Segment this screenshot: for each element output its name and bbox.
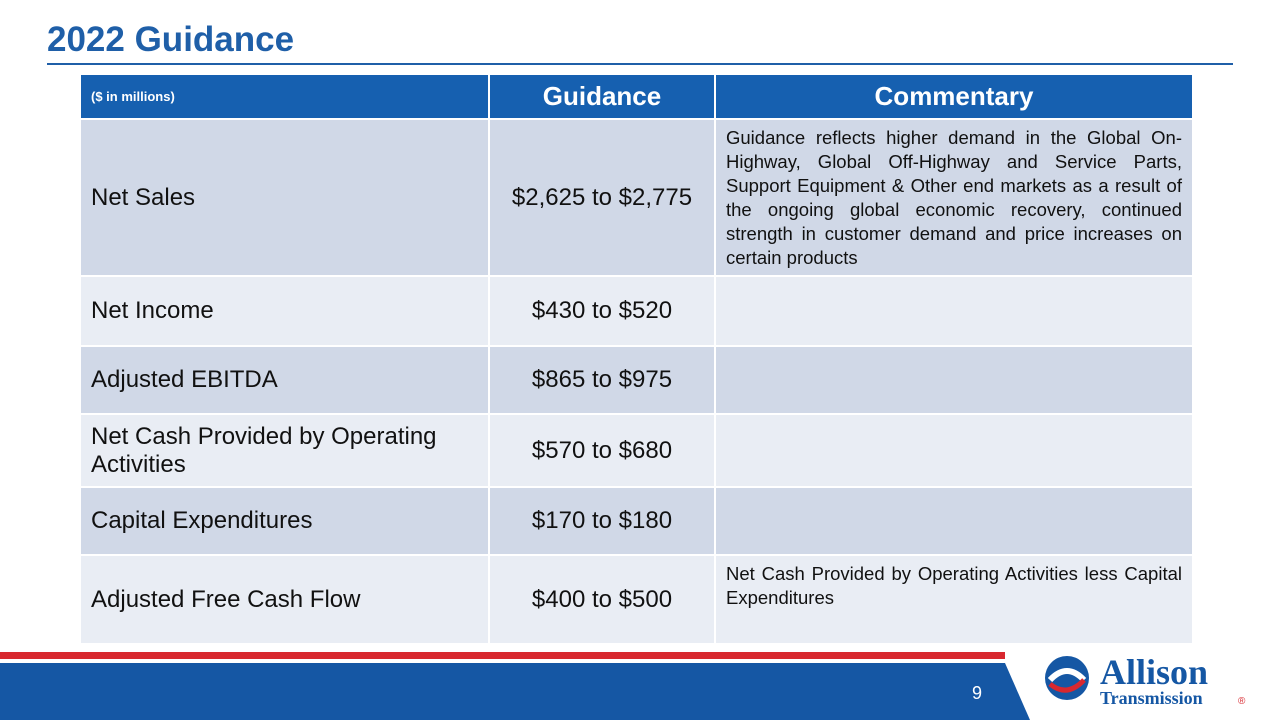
row-label: Adjusted EBITDA xyxy=(81,347,490,415)
row-label: Net Cash Provided by Operating Activitie… xyxy=(81,415,490,488)
commentary: Guidance reflects higher demand in the G… xyxy=(716,120,1192,277)
guidance-value: $400 to $500 xyxy=(490,556,716,645)
table-row: Adjusted EBITDA $865 to $975 xyxy=(81,347,1192,415)
table-row: Net Income $430 to $520 xyxy=(81,277,1192,347)
logo-swirl xyxy=(1048,678,1086,693)
page-number: 9 xyxy=(972,683,983,703)
commentary: Net Cash Provided by Operating Activitie… xyxy=(716,556,1192,645)
title-rule xyxy=(47,63,1233,65)
logo-subtitle: Transmission xyxy=(1100,688,1203,708)
logo-name: Allison xyxy=(1100,652,1208,692)
footer: Allison Transmission ® xyxy=(0,652,1246,720)
commentary-empty xyxy=(716,347,1192,415)
header-row: ($ in millions) Guidance Commentary xyxy=(81,75,1192,120)
guidance-value: $170 to $180 xyxy=(490,488,716,556)
table-row: Adjusted Free Cash Flow $400 to $500 Net C… xyxy=(81,556,1192,645)
guidance-table: ($ in millions) Guidance Commentary Net Sal… xyxy=(81,75,1192,645)
row-label: Capital Expenditures xyxy=(81,488,490,556)
row-label: Adjusted Free Cash Flow xyxy=(81,556,490,645)
commentary-empty xyxy=(716,488,1192,556)
commentary-empty xyxy=(716,277,1192,347)
red-stripe xyxy=(0,652,1005,659)
table-row: Net Sales $2,625 to $2,775 Guidance reflec… xyxy=(81,120,1192,277)
header-cell: ($ in millions) xyxy=(81,75,490,120)
logo-swirl xyxy=(1047,668,1087,683)
row-label: Net Income xyxy=(81,277,490,347)
table-row: Net Cash Provided by Operating Activitie… xyxy=(81,415,1192,488)
table-row: Capital Expenditures $170 to $180 xyxy=(81,488,1192,556)
guidance-value: $2,625 to $2,775 xyxy=(490,120,716,277)
header-cell: Guidance xyxy=(490,75,716,120)
blue-band xyxy=(0,663,1030,720)
logo-mark: ® xyxy=(1238,696,1246,707)
guidance-value: $865 to $975 xyxy=(490,347,716,415)
guidance-value: $570 to $680 xyxy=(490,415,716,488)
guidance-value: $430 to $520 xyxy=(490,277,716,347)
slide-title: 2022 Guidance xyxy=(47,20,295,59)
header-cell: Commentary xyxy=(716,75,1192,120)
commentary-empty xyxy=(716,415,1192,488)
row-label: Net Sales xyxy=(81,120,490,277)
